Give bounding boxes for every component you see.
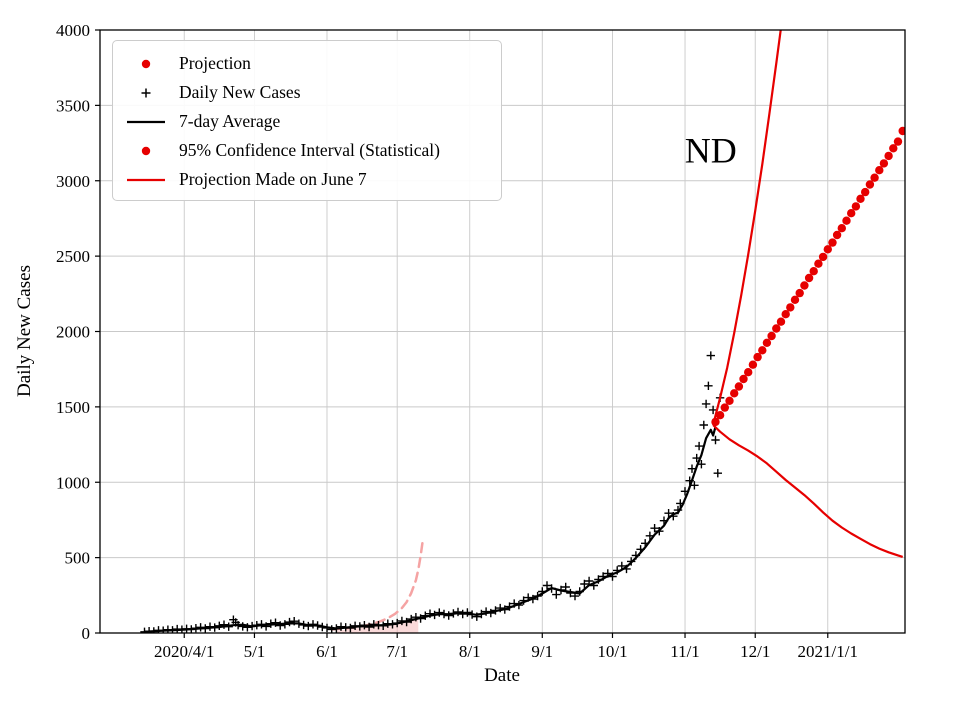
- legend-item-label: 95% Confidence Interval (Statistical): [179, 140, 440, 160]
- projection-dot: [851, 202, 861, 211]
- red-line-icon: [123, 172, 169, 188]
- projection-dot: [832, 230, 842, 240]
- legend-item: Projection Made on June 7: [123, 165, 491, 194]
- legend-item-label: Projection Made on June 7: [179, 169, 367, 189]
- projection-dot: [715, 411, 725, 420]
- black-line-icon: [123, 114, 169, 130]
- black-plus-icon: [123, 85, 169, 101]
- projection-dot: [898, 126, 905, 136]
- projection-dot: [861, 187, 870, 197]
- projection-dot: [748, 360, 758, 369]
- legend-item: 95% Confidence Interval (Statistical): [123, 136, 491, 165]
- projection-dot: [795, 288, 804, 298]
- x-tick-label: 5/1: [244, 642, 266, 661]
- x-tick-label: 6/1: [316, 642, 338, 661]
- y-tick-label: 3500: [56, 96, 90, 115]
- projection-dot: [711, 417, 720, 427]
- projection-dot: [744, 368, 753, 377]
- legend: Projection Daily New Cases 7-day Average 95…: [112, 40, 502, 201]
- projection-dot: [720, 403, 729, 412]
- red-dot-icon: [123, 143, 169, 159]
- projection-dot: [865, 180, 875, 189]
- x-tick-label: 2020/4/1: [154, 642, 214, 661]
- x-tick-label: 9/1: [531, 642, 553, 661]
- projection-dot: [818, 252, 828, 262]
- series-daily-new-cases: [140, 351, 725, 633]
- projection-dot: [856, 194, 865, 203]
- projection-dot: [767, 331, 776, 341]
- projection-dot: [875, 166, 884, 175]
- projection-dot: [734, 382, 744, 391]
- projection-dot: [804, 273, 814, 283]
- legend-item: 7-day Average: [123, 107, 491, 136]
- y-axis-label: Daily New Cases: [14, 265, 35, 397]
- y-tick-label: 3000: [56, 172, 90, 191]
- projection-dot: [730, 389, 739, 398]
- legend-item-label: Projection: [179, 53, 251, 73]
- y-tick-label: 1000: [56, 473, 90, 492]
- x-tick-label: 2021/1/1: [798, 642, 858, 661]
- projection-dot: [725, 396, 734, 405]
- legend-item-label: Daily New Cases: [179, 82, 301, 102]
- projection-dot: [758, 346, 767, 355]
- projection-dot: [893, 137, 903, 146]
- y-tick-label: 2000: [56, 323, 90, 342]
- series-95-confidence-interval-upper: [712, 30, 782, 426]
- y-tick-label: 500: [65, 549, 91, 568]
- projection-dot: [776, 317, 786, 326]
- projection-dot: [800, 281, 809, 290]
- data-series: [140, 30, 905, 633]
- legend-item: Projection: [123, 49, 491, 78]
- y-tick-label: 0: [82, 624, 91, 643]
- y-tick-label: 1500: [56, 398, 90, 417]
- state-annotation: ND: [685, 131, 737, 171]
- legend-item: Daily New Cases: [123, 78, 491, 107]
- legend-item-label: 7-day Average: [179, 111, 281, 131]
- projection-dot: [739, 374, 748, 384]
- projection-dot: [837, 224, 846, 233]
- projection-dot: [786, 303, 795, 312]
- projection-dot: [790, 295, 800, 304]
- series-7-day-average: [149, 426, 717, 633]
- y-tick-label: 2500: [56, 247, 90, 266]
- x-tick-label: 11/1: [670, 642, 700, 661]
- x-tick-label: 12/1: [740, 642, 770, 661]
- projection-dot: [814, 259, 823, 268]
- projection-dot: [781, 310, 790, 319]
- x-tick-label: 10/1: [597, 642, 627, 661]
- projection-dot: [823, 245, 832, 254]
- series-projection-made-on-june-7: [330, 538, 425, 631]
- series-projection: [711, 126, 905, 427]
- projection-dot: [847, 209, 856, 218]
- projection-dot: [753, 352, 762, 362]
- axis-ticks: 2020/4/1 5/1 6/1 7/1 8/1 9/1 10/1 11/1 12/1 2021/…: [56, 21, 858, 661]
- projection-dot: [772, 324, 781, 333]
- x-tick-label: 8/1: [459, 642, 481, 661]
- projection-dot: [870, 173, 879, 182]
- projection-dot: [809, 267, 818, 276]
- projection-dot: [884, 151, 893, 161]
- projection-dot: [762, 338, 772, 347]
- series-95-confidence-interval-lower: [712, 424, 904, 558]
- projection-dot: [889, 144, 898, 153]
- projection-dot: [842, 216, 851, 225]
- y-tick-label: 4000: [56, 21, 90, 40]
- projection-dot: [828, 238, 837, 247]
- x-tick-label: 7/1: [386, 642, 408, 661]
- red-dot-icon: [123, 56, 169, 72]
- x-axis-label: Date: [484, 665, 520, 686]
- projection-dot: [879, 159, 889, 168]
